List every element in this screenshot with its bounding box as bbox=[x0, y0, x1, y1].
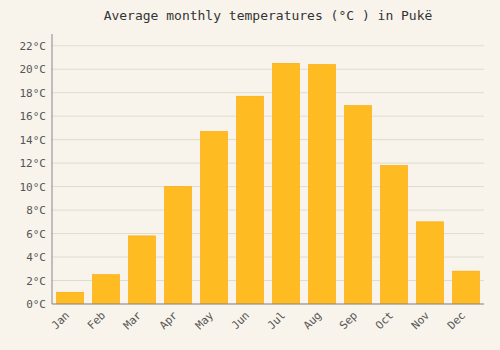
bar bbox=[453, 271, 480, 304]
bar bbox=[93, 275, 120, 304]
bar bbox=[381, 165, 408, 304]
x-tick-label: Apr bbox=[157, 309, 181, 333]
bars bbox=[57, 63, 480, 304]
y-tick-label: 16°C bbox=[20, 110, 47, 123]
bar bbox=[57, 292, 84, 304]
grid-line bbox=[52, 116, 484, 117]
x-tick-label: Oct bbox=[373, 309, 396, 332]
x-tick-label: Nov bbox=[409, 309, 433, 333]
x-axis: Jan Feb Mar Apr May Jun Jul Aug Sep Oct Nov Dec bbox=[49, 309, 468, 333]
y-tick-label: 8°C bbox=[26, 204, 46, 217]
title: Average monthly temperatures (°C ) in Pu… bbox=[104, 8, 433, 23]
y-tick-label: 14°C bbox=[20, 134, 47, 147]
grid-line bbox=[52, 304, 484, 305]
grid-line bbox=[52, 163, 484, 164]
bar bbox=[165, 187, 192, 304]
x-tick-label: Mar bbox=[121, 309, 145, 333]
y-tick-label: 22°C bbox=[20, 40, 47, 53]
grid-line bbox=[52, 92, 484, 93]
y-tick-label: 18°C bbox=[20, 87, 47, 100]
grid-line bbox=[52, 210, 484, 211]
y-tick-label: 12°C bbox=[20, 157, 47, 170]
bar bbox=[309, 65, 336, 304]
x-tick-label: Aug bbox=[301, 309, 324, 332]
chart-root: Average monthly temperatures (°C ) in Pu… bbox=[0, 0, 500, 350]
grid-line bbox=[52, 69, 484, 70]
grid-line bbox=[52, 139, 484, 140]
x-tick-label: Sep bbox=[337, 309, 360, 332]
y-tick-label: 2°C bbox=[26, 275, 46, 288]
bar bbox=[201, 131, 228, 304]
y-tick-label: 0°C bbox=[26, 298, 46, 311]
x-tick-label: Jun bbox=[229, 309, 252, 332]
bar bbox=[417, 222, 444, 304]
grid-line bbox=[52, 186, 484, 187]
background bbox=[0, 0, 500, 350]
x-tick-label: Feb bbox=[85, 309, 108, 332]
x-tick-label: Dec bbox=[445, 309, 468, 332]
bar bbox=[129, 236, 156, 304]
grid bbox=[52, 46, 484, 304]
x-tick-label: Jul bbox=[265, 309, 288, 332]
x-axis-line bbox=[52, 304, 484, 305]
y-tick-label: 4°C bbox=[26, 251, 46, 264]
x-tick-label: May bbox=[193, 309, 217, 333]
grid-line bbox=[52, 45, 484, 46]
y-tick-label: 6°C bbox=[26, 228, 46, 241]
chart: Average monthly temperatures (°C ) in Pu… bbox=[0, 0, 500, 350]
x-tick-label: Jan bbox=[49, 309, 72, 332]
y-tick-label: 10°C bbox=[20, 181, 47, 194]
bar bbox=[345, 106, 372, 304]
bar bbox=[237, 96, 264, 304]
bar bbox=[273, 63, 300, 304]
y-axis-line bbox=[52, 34, 53, 304]
y-tick-label: 20°C bbox=[20, 63, 47, 76]
y-axis: 0°C 2°C 4°C 6°C 8°C 10°C 12°C 14°C 16°C 18°C 20°C 2… bbox=[20, 40, 47, 311]
